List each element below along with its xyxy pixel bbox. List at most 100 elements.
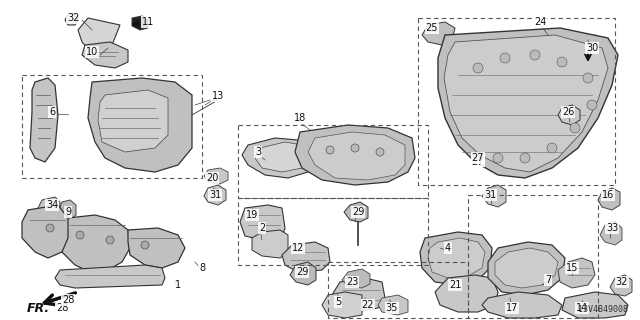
Text: 5: 5: [335, 297, 341, 307]
Text: 34: 34: [46, 200, 58, 210]
Circle shape: [493, 153, 503, 163]
Text: 6: 6: [49, 107, 55, 117]
Text: 27: 27: [472, 153, 484, 163]
Polygon shape: [82, 42, 128, 68]
Text: 27: 27: [472, 157, 484, 167]
Text: 9: 9: [65, 207, 71, 217]
Polygon shape: [282, 242, 330, 272]
Text: 14: 14: [576, 303, 588, 313]
Polygon shape: [98, 90, 168, 152]
Circle shape: [570, 123, 580, 133]
Text: 17: 17: [506, 303, 518, 313]
Text: 29: 29: [296, 267, 308, 277]
Bar: [238, 198, 428, 265]
Text: 11: 11: [142, 17, 154, 27]
Polygon shape: [88, 78, 192, 172]
Polygon shape: [255, 142, 308, 172]
Text: FR.: FR.: [26, 301, 49, 315]
Bar: [328, 262, 468, 318]
Polygon shape: [558, 105, 580, 125]
Text: 13V4B49008: 13V4B49008: [578, 305, 628, 314]
Polygon shape: [378, 295, 408, 315]
Text: 3: 3: [255, 147, 261, 157]
Polygon shape: [495, 248, 558, 288]
Polygon shape: [488, 242, 565, 295]
Text: 4: 4: [445, 243, 451, 253]
Text: 31: 31: [484, 190, 496, 200]
Polygon shape: [420, 232, 492, 285]
Polygon shape: [332, 278, 385, 312]
Polygon shape: [600, 222, 622, 245]
Text: 7: 7: [545, 275, 551, 285]
Text: 22: 22: [362, 300, 374, 310]
Circle shape: [326, 146, 334, 154]
Bar: [468, 195, 598, 318]
Circle shape: [106, 236, 114, 244]
Circle shape: [46, 224, 54, 232]
Polygon shape: [78, 18, 120, 58]
Text: 20: 20: [206, 173, 218, 183]
Polygon shape: [38, 197, 60, 218]
Circle shape: [76, 231, 84, 239]
Circle shape: [351, 144, 359, 152]
Text: 31: 31: [209, 190, 221, 200]
Text: 25: 25: [426, 23, 438, 33]
Circle shape: [587, 100, 597, 110]
Bar: [238, 125, 428, 198]
Polygon shape: [562, 292, 628, 318]
Text: 13: 13: [212, 91, 224, 101]
Polygon shape: [65, 14, 78, 25]
Bar: [418, 18, 615, 185]
Polygon shape: [482, 292, 562, 318]
Text: 15: 15: [566, 263, 578, 273]
Text: 18: 18: [294, 113, 306, 123]
Text: 24: 24: [534, 17, 546, 27]
Circle shape: [557, 57, 567, 67]
Polygon shape: [295, 125, 415, 185]
Circle shape: [376, 148, 384, 156]
Text: 30: 30: [586, 43, 598, 53]
Polygon shape: [428, 238, 485, 278]
Polygon shape: [342, 269, 370, 288]
Circle shape: [141, 241, 149, 249]
Text: 32: 32: [616, 277, 628, 287]
Polygon shape: [422, 22, 455, 45]
Circle shape: [530, 50, 540, 60]
Polygon shape: [62, 215, 130, 272]
Polygon shape: [240, 205, 285, 240]
Polygon shape: [252, 230, 288, 258]
Text: 16: 16: [602, 190, 614, 200]
Polygon shape: [322, 292, 362, 318]
Polygon shape: [132, 16, 148, 30]
Text: 19: 19: [246, 210, 258, 220]
Polygon shape: [242, 138, 315, 178]
Polygon shape: [438, 28, 618, 178]
Text: 35: 35: [386, 303, 398, 313]
Circle shape: [473, 63, 483, 73]
Circle shape: [212, 189, 218, 195]
Polygon shape: [55, 265, 165, 288]
Text: 1: 1: [175, 280, 181, 290]
Polygon shape: [344, 202, 368, 222]
Polygon shape: [204, 168, 228, 184]
Circle shape: [500, 53, 510, 63]
Polygon shape: [482, 185, 506, 207]
Polygon shape: [598, 188, 620, 210]
Text: 29: 29: [352, 207, 364, 217]
Polygon shape: [435, 275, 498, 312]
Polygon shape: [290, 262, 316, 285]
Circle shape: [520, 153, 530, 163]
Text: 8: 8: [199, 263, 205, 273]
Polygon shape: [58, 200, 76, 220]
Text: 2: 2: [259, 223, 265, 233]
Polygon shape: [204, 185, 226, 205]
Bar: [22, 75, 202, 178]
Text: 32: 32: [67, 13, 79, 23]
Polygon shape: [308, 132, 405, 180]
Polygon shape: [128, 228, 185, 268]
Text: 28: 28: [62, 295, 74, 305]
Polygon shape: [558, 258, 595, 288]
Text: 10: 10: [86, 47, 98, 57]
Polygon shape: [580, 35, 600, 62]
Polygon shape: [22, 205, 72, 258]
